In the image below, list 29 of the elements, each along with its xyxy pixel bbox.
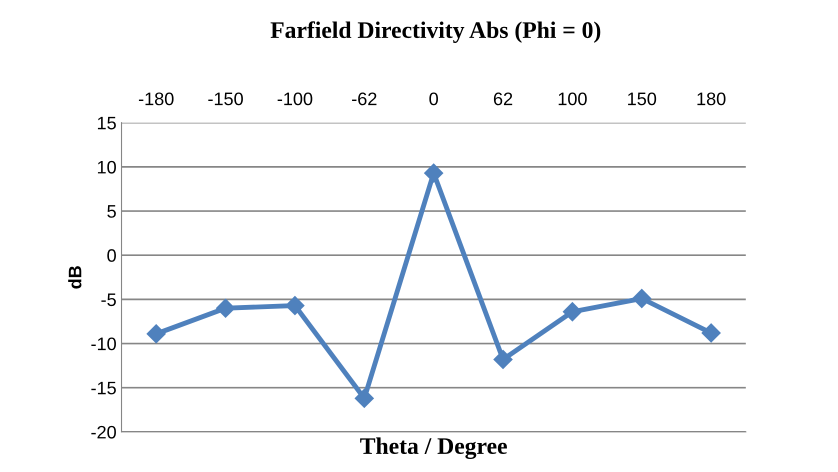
point [216, 298, 236, 318]
point [562, 302, 582, 322]
x-axis-title: Theta / Degree [360, 437, 507, 460]
x-tick-label: -180 [138, 92, 174, 106]
y-tick-label: 15 [98, 116, 116, 130]
y-tick-label: 0 [107, 249, 116, 262]
point [632, 288, 652, 308]
x-tick-label: 180 [697, 92, 726, 106]
x-tick-label: -150 [208, 92, 243, 106]
point [702, 323, 721, 342]
y-tick-label: -5 [101, 294, 116, 306]
point [494, 350, 513, 369]
point [354, 388, 374, 408]
y-tick-label: 5 [107, 205, 116, 218]
x-tick-label: -100 [278, 92, 312, 106]
x-tick-label: 150 [628, 92, 656, 106]
x-tick-label: -62 [352, 92, 376, 106]
point [285, 296, 304, 316]
x-tick-label: 0 [429, 92, 438, 106]
y-tick-label: -15 [91, 382, 116, 394]
chart-title: Farfield Directivity Abs (Phi = 0) [270, 21, 600, 43]
y-axis-title: dB [68, 266, 82, 289]
y-tick-label: 10 [98, 160, 116, 174]
y-tick-label: -10 [91, 337, 116, 350]
point [146, 324, 166, 344]
point [424, 164, 444, 183]
x-tick-label: 100 [558, 92, 587, 106]
y-tick-label: -20 [91, 426, 116, 439]
x-tick-label: 62 [494, 92, 512, 106]
